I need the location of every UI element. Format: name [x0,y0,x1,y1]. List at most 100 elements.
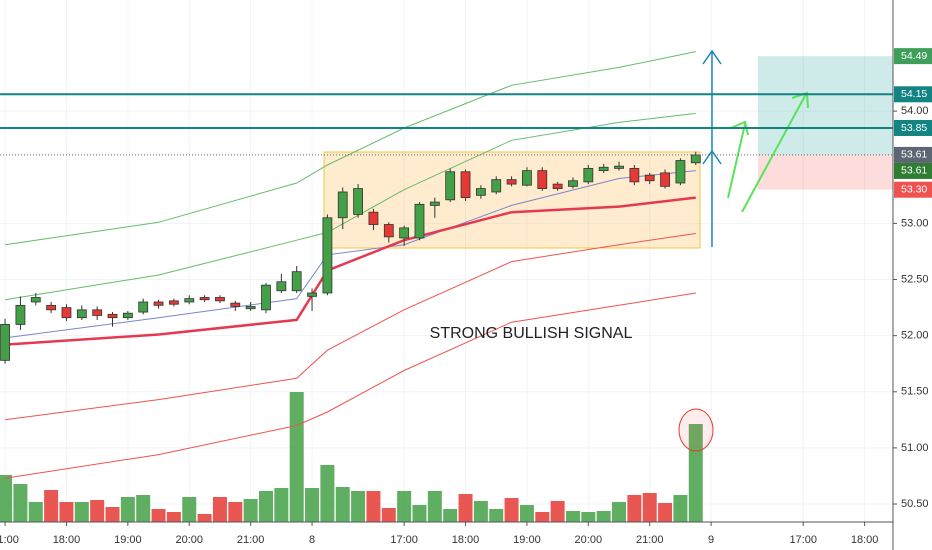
arrow-line [727,123,746,199]
candle-body [475,188,486,196]
candle-body [61,307,72,319]
volume-bar [381,508,396,522]
candle-body [568,180,578,187]
candle-body [307,292,317,297]
x-tick-label: 20:00 [575,534,603,546]
volume-bar [120,497,135,522]
volume-bar [673,495,688,522]
overlay: STRONG BULLISH SIGNAL [0,49,893,452]
indicator-line [5,51,696,246]
indicator-line [5,292,696,479]
volume-bar [212,497,227,522]
y-tick-label: 51.00 [901,442,929,454]
candle-body [399,227,410,239]
volume-bar [658,503,673,522]
indicator-line [5,112,696,301]
arrow-head [702,49,722,65]
candle-body [598,166,609,172]
volume-bar [74,502,89,522]
x-tick-label: 18:00 [851,534,879,546]
price-label-box [894,146,932,163]
candle-body [522,170,532,186]
x-tick-label: 21:00 [0,534,19,546]
volume-bar [0,475,13,522]
volume-bar [519,505,534,522]
candle-body [506,179,517,185]
candle-body [0,324,10,361]
volume-bar [504,498,519,522]
annotation: STRONG BULLISH SIGNAL [430,325,633,342]
volume-bar [243,499,258,522]
candle-body [629,167,640,183]
y-tick-label: 51.50 [901,386,929,398]
volume-bar [443,509,458,522]
arrow-head [730,120,749,136]
volume-bar [642,493,657,522]
arrow-line [741,93,807,213]
candle-body [230,302,241,307]
highlight-circle [678,408,714,452]
price-label: 53.85 [901,122,927,134]
volume-bar [335,487,350,522]
candle-body [552,183,563,189]
volume-bar [458,494,473,522]
candles [0,151,701,364]
price-label-box [894,48,932,65]
price-label: 53.30 [901,183,927,195]
price-label: 54.49 [901,50,927,62]
volume-bar [59,502,74,522]
volume-bar [151,509,166,522]
volume [0,392,703,522]
volume-bar [258,491,273,522]
candle-body [276,281,287,292]
candle-body [199,297,210,301]
candle-body [644,174,655,182]
volume-bar [489,509,504,522]
arrow-head [702,149,722,165]
indicators [5,51,696,479]
y-tick-label: 50.50 [901,498,929,510]
candle-body [337,191,348,219]
candle-body [537,170,548,189]
price-label-box [894,119,932,136]
volume-bar [550,501,565,522]
y-tick-label: 52.00 [901,330,929,342]
price-label: 54.15 [901,88,927,100]
range-box [323,151,701,249]
volume-bar [612,502,627,522]
y-tick-label: 53.00 [901,217,929,229]
candle-body [368,211,379,225]
candle-body [122,312,133,319]
x-tick-label: 20:00 [175,534,203,546]
x-tick-label: 19:00 [114,534,142,546]
volume-bar [427,491,442,522]
candle-body [491,179,502,193]
candle-body [169,300,179,305]
stop-zone [758,154,893,190]
candle-body [184,298,195,303]
candle-body [46,304,57,311]
x-tick-label: 21:00 [636,534,664,546]
x-tick-label: 18:00 [452,534,480,546]
volume-bar [274,488,289,522]
candle-body [383,224,394,238]
indicator-line [5,170,696,339]
candle-body [660,172,670,187]
price-label-box [894,162,932,179]
price-label-box [894,181,932,198]
candle-body [153,301,164,306]
arrow-head [791,91,809,109]
volume-bar [351,491,366,522]
volume-bar [182,497,197,522]
indicator-line [5,233,696,421]
volume-bar [535,512,550,522]
candle-body [353,188,363,215]
y-tick-label: 54.00 [901,105,929,117]
candle-body [245,306,256,310]
volume-bar [13,484,28,522]
volume-bar [627,495,642,522]
volume-bar [90,500,105,522]
volume-bar [136,495,151,522]
